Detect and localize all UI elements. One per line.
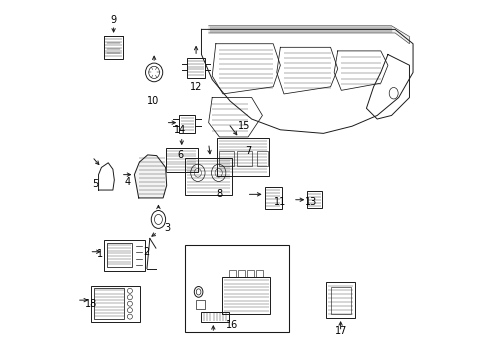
Bar: [330, 287, 350, 314]
Text: 4: 4: [124, 177, 131, 187]
Bar: [196, 301, 204, 309]
Text: 8: 8: [216, 189, 222, 199]
Text: 2: 2: [142, 247, 149, 257]
Text: 13: 13: [304, 197, 316, 207]
Bar: [264, 187, 281, 209]
Bar: [219, 151, 234, 166]
Polygon shape: [134, 155, 166, 198]
Text: 18: 18: [85, 299, 97, 309]
Text: 9: 9: [110, 15, 117, 26]
Text: 11: 11: [274, 197, 286, 207]
Bar: [201, 312, 228, 322]
Polygon shape: [208, 26, 408, 44]
Bar: [187, 58, 204, 78]
Bar: [91, 286, 139, 321]
Text: 5: 5: [92, 179, 99, 189]
Text: 17: 17: [334, 325, 347, 336]
Bar: [94, 288, 124, 319]
Bar: [237, 151, 251, 166]
Bar: [306, 191, 321, 208]
Text: 1: 1: [97, 248, 103, 258]
Bar: [257, 151, 267, 166]
Text: 6: 6: [177, 150, 183, 160]
Bar: [107, 243, 132, 267]
Text: 12: 12: [189, 82, 202, 92]
Bar: [228, 270, 236, 277]
Bar: [165, 148, 197, 172]
Text: 10: 10: [146, 96, 159, 106]
Bar: [238, 270, 244, 277]
Text: 3: 3: [164, 224, 170, 233]
Bar: [103, 240, 144, 271]
Bar: [246, 270, 254, 277]
Bar: [216, 138, 268, 176]
Bar: [103, 36, 123, 59]
Bar: [185, 244, 289, 332]
Text: 15: 15: [238, 121, 250, 131]
Text: 7: 7: [244, 146, 251, 156]
Bar: [179, 115, 195, 133]
Bar: [325, 282, 354, 318]
Bar: [222, 276, 270, 314]
Bar: [255, 270, 263, 277]
Text: 16: 16: [225, 320, 238, 330]
Bar: [185, 158, 231, 195]
Text: 14: 14: [173, 125, 186, 135]
